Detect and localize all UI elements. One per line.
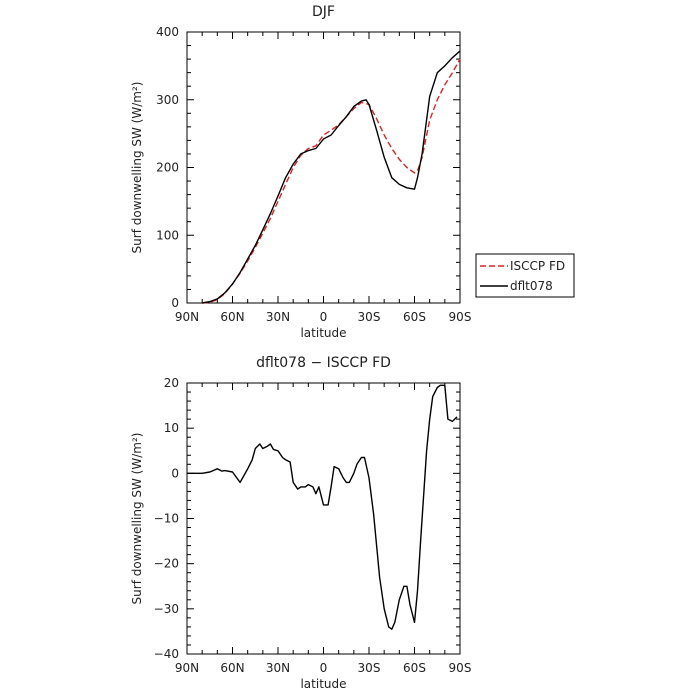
y-axis-label: Surf downwelling SW (W/m²): [130, 433, 144, 605]
legend-label: dflt078: [510, 279, 553, 293]
y-tick-label: 0: [171, 466, 179, 480]
x-tick-label: 30S: [358, 661, 381, 675]
series-line-dflt078: [202, 50, 461, 304]
legend-label: ISCCP FD: [510, 259, 565, 273]
x-tick-label: 60S: [403, 310, 426, 324]
series-line-isccp-fd: [202, 58, 461, 304]
x-tick-label: 90S: [449, 661, 472, 675]
plot-frame: [186, 382, 461, 655]
x-axis-label: latitude: [300, 677, 346, 691]
x-tick-label: 90N: [175, 661, 199, 675]
y-tick-label: 10: [164, 421, 179, 435]
y-tick-label: −20: [154, 557, 179, 571]
bottom-panel-difference: 90N 60N 30N 0 30S 60S 90S −40 −30 −20 −10 0 10 20 dflt…: [130, 355, 471, 691]
y-tick-label: 200: [156, 161, 179, 175]
legend-box: [475, 253, 575, 298]
y-tick-label: −30: [154, 602, 179, 616]
y-tick-label: −10: [154, 512, 179, 526]
x-axis-label: latitude: [300, 326, 346, 340]
top-panel-djf: 90N 60N 30N 0 30S 60S 90S 0 100 200 300 400 DJF latit…: [130, 4, 575, 340]
x-tick-label: 60S: [403, 661, 426, 675]
x-tick-label: 0: [320, 661, 328, 675]
x-tick-label: 90N: [175, 310, 199, 324]
x-tick-label: 90S: [449, 310, 472, 324]
x-tick-label: 30N: [266, 310, 290, 324]
x-tick-label: 0: [320, 310, 328, 324]
y-axis-label: Surf downwelling SW (W/m²): [130, 82, 144, 254]
x-tick-label: 60N: [220, 661, 244, 675]
series-line-difference: [187, 384, 458, 630]
y-tick-label: 20: [164, 376, 179, 390]
y-tick-label: −40: [154, 647, 179, 661]
y-tick-label: 400: [156, 25, 179, 39]
y-tick-label: 300: [156, 93, 179, 107]
x-tick-label: 30N: [266, 661, 290, 675]
y-tick-label: 0: [171, 296, 179, 310]
panel-title: DJF: [312, 4, 335, 20]
y-tick-label: 100: [156, 228, 179, 242]
x-tick-label: 60N: [220, 310, 244, 324]
panel-title: dflt078 − ISCCP FD: [256, 355, 391, 371]
x-tick-label: 30S: [358, 310, 381, 324]
